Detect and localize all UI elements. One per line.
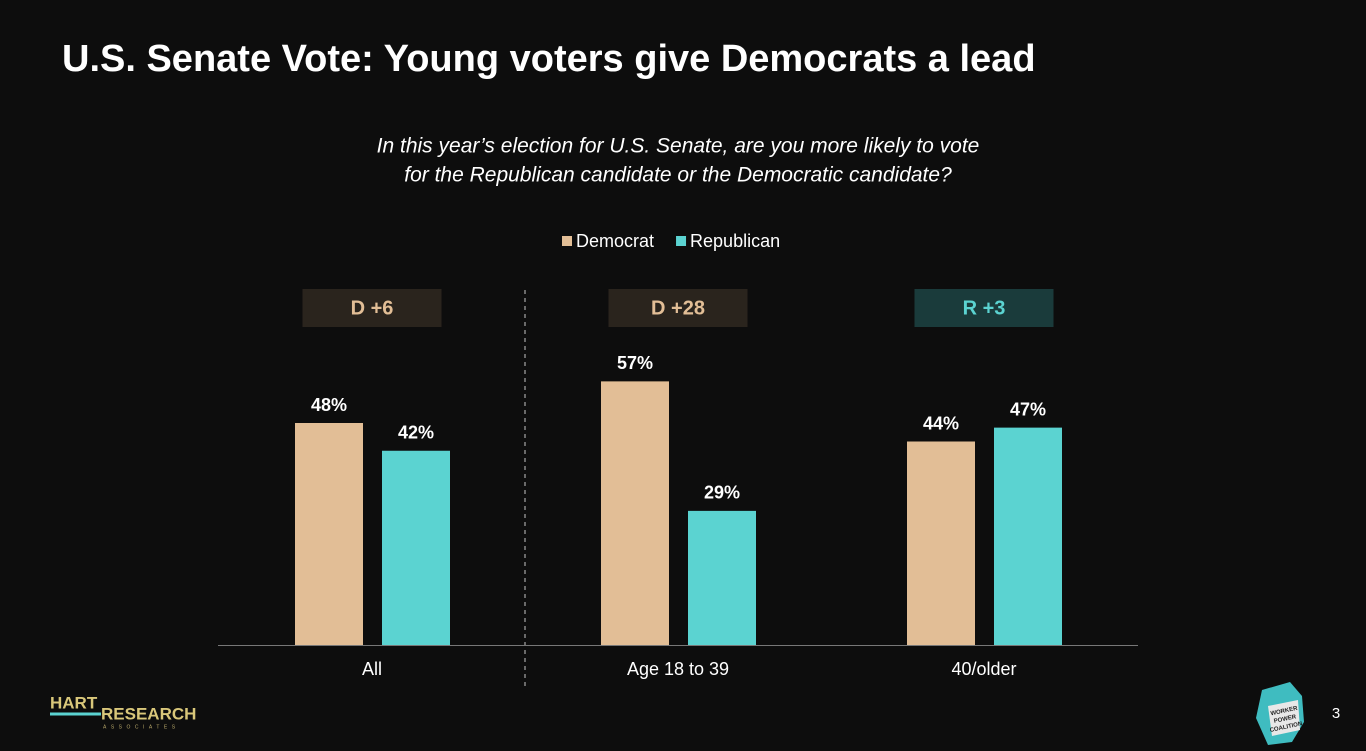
x-tick-label: All [362, 659, 382, 679]
bar [601, 381, 669, 645]
lead-label: D +6 [351, 297, 394, 319]
data-label: 42% [398, 423, 434, 443]
badge: WORKER POWER COALITION [1256, 682, 1304, 745]
lead-box [914, 289, 1054, 327]
x-tick-label: Age 18 to 39 [627, 659, 729, 679]
bar [382, 450, 450, 645]
page-number: 3 [1332, 705, 1340, 722]
subtitle: for the Republican candidate or the Demo… [404, 164, 952, 187]
logo-text: ASSOCIATES [103, 724, 180, 730]
logo: HART RESEARCH ASSOCIATES [50, 693, 196, 730]
badge-text: POWER [1273, 714, 1297, 725]
lead-box [302, 289, 442, 327]
fist-panel [1268, 700, 1300, 736]
bar [295, 423, 363, 645]
legend-label: Republican [690, 231, 780, 251]
data-label: 44% [923, 413, 959, 433]
bar [907, 441, 975, 645]
subtitle: In this year’s election for U.S. Senate,… [377, 135, 980, 158]
logo-text: HART [50, 693, 98, 712]
lead-label: R +3 [963, 297, 1006, 319]
lead-label: D +28 [651, 297, 705, 319]
data-label: 48% [311, 395, 347, 415]
data-label: 47% [1010, 399, 1046, 419]
bar [994, 427, 1062, 645]
legend-label: Democrat [576, 231, 654, 251]
slide-title: U.S. Senate Vote: Young voters give Demo… [62, 38, 1036, 80]
badge-text: WORKER [1270, 706, 1299, 718]
data-label: 57% [617, 353, 653, 373]
bar [688, 510, 756, 645]
legend-swatch [676, 236, 687, 246]
x-tick-label: 40/older [951, 659, 1016, 679]
lead-box [608, 289, 748, 327]
legend-swatch [562, 236, 572, 246]
logo-text: RESEARCH [101, 704, 196, 723]
data-label: 29% [704, 483, 740, 503]
